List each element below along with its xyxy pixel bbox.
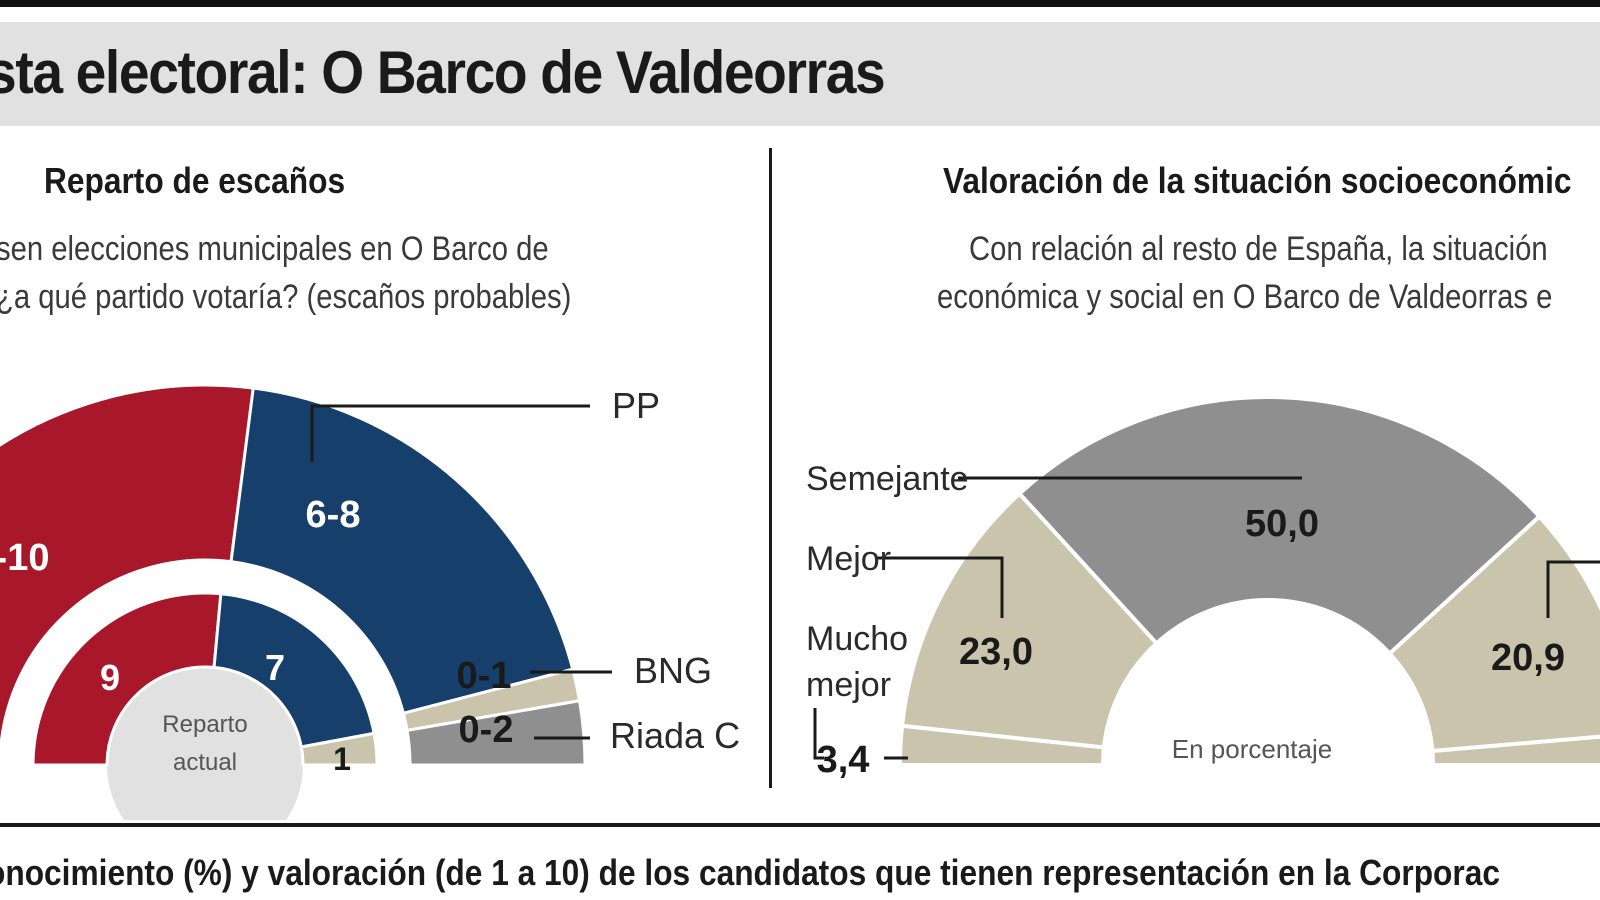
outer-slice-label: 6-8 — [306, 494, 361, 536]
rating-slice-4 — [1430, 734, 1600, 767]
right-section-title: Valoración de la situación socioeconómic — [943, 160, 1572, 201]
leader-line — [1546, 560, 1600, 618]
right-question-line1: Con relación al resto de España, la situ… — [969, 230, 1548, 268]
inner-slice-2 — [299, 731, 379, 767]
footer-heading: onocimiento (%) y valoración (de 1 a 10)… — [0, 852, 1500, 893]
outer-slice-0 — [0, 383, 255, 767]
outer-slice-label: -10 — [0, 537, 49, 579]
outer-slice-3 — [405, 699, 587, 767]
legend-mucho-line2: mejor — [806, 666, 891, 704]
socioeconomic-rating-chart: En porcentaje 3,4 23,0 50,0 20,9 Semejante Mej… — [806, 395, 1600, 781]
rating-value-label: 23,0 — [959, 631, 1033, 673]
leader-line — [876, 556, 1004, 618]
left-question-line2: ¿a qué partido votaría? (escaños probabl… — [0, 278, 572, 316]
leader-line — [813, 708, 824, 760]
inner-caption-line2: actual — [173, 749, 237, 776]
legend-semejante: Semejante — [806, 460, 969, 498]
legend-label: Riada C — [610, 715, 740, 756]
rating-value-label: 20,9 — [1491, 637, 1565, 679]
page-title: sta electoral: O Barco de Valdeorras — [0, 39, 886, 106]
legend-mejor: Mejor — [806, 540, 891, 578]
left-section-title: Reparto de escaños — [44, 160, 346, 201]
inner-slice-label: 9 — [100, 657, 120, 698]
legend-label: PP — [612, 385, 660, 426]
rating-value-label: 50,0 — [1245, 503, 1319, 545]
inner-caption-line1: Reparto — [162, 711, 247, 738]
legend-mucho-line1: Mucho — [806, 620, 908, 658]
legend-label: BNG — [634, 650, 712, 691]
right-question-line2: económica y social en O Barco de Valdeor… — [937, 278, 1553, 316]
left-question-line1: sen elecciones municipales en O Barco de — [0, 230, 549, 268]
panel-divider — [769, 148, 772, 788]
inner-slice-label: 1 — [333, 741, 351, 777]
rating-slice-2 — [1016, 395, 1543, 657]
outer-slice-label: 0-1 — [457, 655, 512, 697]
inner-ring-center — [107, 667, 303, 820]
chart-caption: En porcentaje — [1172, 734, 1332, 764]
inner-slice-0 — [31, 591, 223, 767]
inner-slice-1 — [212, 592, 376, 749]
bottom-rule — [0, 823, 1600, 827]
rating-value-label: 3,4 — [817, 739, 870, 781]
leader-line — [310, 404, 590, 462]
top-rule — [0, 0, 1600, 7]
seat-distribution-chart: -10 6-8 0-1 0-2 9 7 1 Reparto actual PP BNG Riada C — [0, 383, 740, 820]
title-band — [0, 22, 1600, 126]
outer-slice-1 — [229, 386, 575, 716]
outer-slice-label: 0-2 — [459, 709, 514, 751]
inner-slice-label: 7 — [265, 647, 285, 688]
